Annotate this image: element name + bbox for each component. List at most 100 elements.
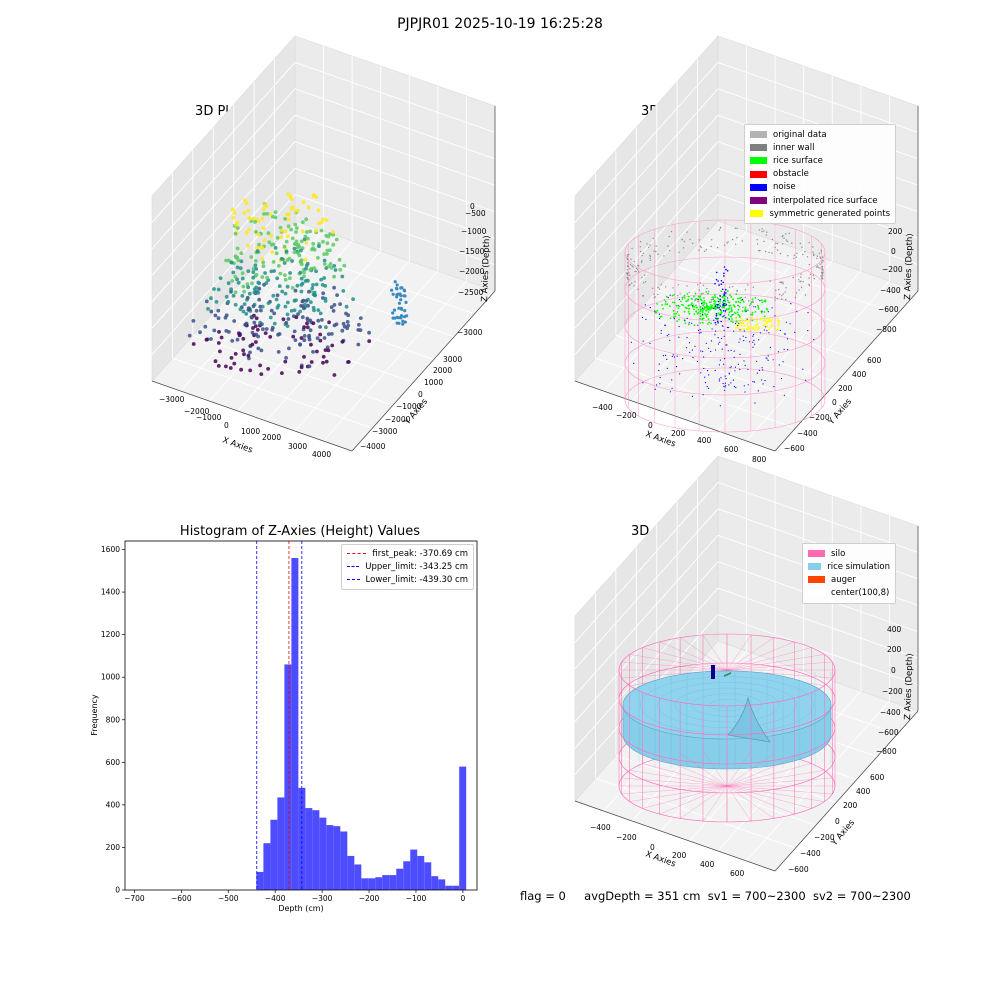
noise-point [675, 366, 678, 368]
rice-surface-point [760, 299, 763, 301]
gridline [656, 709, 857, 780]
scatter-point [345, 320, 350, 324]
silo-roof-strut [726, 634, 752, 671]
noise-point [777, 351, 780, 353]
noise-point [715, 330, 717, 332]
symmetric-point [755, 326, 757, 329]
scatter-point [399, 315, 403, 319]
rice-surface-point [704, 306, 707, 309]
inner-wall-point [812, 251, 814, 253]
rice-surface-point [735, 301, 738, 303]
legend-swatch [808, 550, 825, 558]
panel1-title: 3D Plot of Silo Interior(row data) [195, 104, 405, 119]
scatter-point [237, 333, 242, 338]
symmetric-point [743, 320, 746, 322]
scatter-point [260, 216, 265, 221]
scatter-point [287, 346, 291, 351]
scatter-point [283, 291, 288, 296]
noise-point [678, 336, 680, 338]
noise-point [668, 333, 670, 335]
back-pane [294, 35, 496, 292]
noise-point [691, 305, 694, 307]
rice-surface-point [709, 307, 712, 309]
scatter-point [282, 261, 287, 265]
rice-surface-point [699, 308, 702, 311]
noise-point [720, 280, 723, 282]
scatter-point [306, 318, 310, 323]
scatter-point [321, 354, 326, 359]
scatter-point [209, 296, 213, 301]
rice-surface-point [732, 313, 735, 316]
symmetric-point [760, 317, 762, 320]
scatter-point [285, 258, 290, 262]
noise-point [730, 349, 732, 351]
legend-swatch [808, 589, 825, 597]
scatter-point [283, 217, 288, 221]
noise-point [719, 405, 722, 407]
noise-point [685, 347, 688, 349]
scatter-point [283, 359, 288, 364]
scatter-point [278, 271, 283, 276]
noise-point [718, 364, 721, 366]
gridline [660, 250, 805, 412]
rice-surface-point [701, 302, 704, 305]
p2-ztick: −400 [880, 286, 901, 295]
scatter-point [241, 309, 246, 314]
inner-wall-point [681, 239, 683, 241]
symmetric-point [754, 329, 757, 331]
scatter-point [253, 263, 258, 268]
scatter-point [358, 328, 363, 333]
noise-point [765, 326, 767, 328]
scatter-point [294, 239, 299, 244]
rice-surface-point [699, 306, 702, 308]
rice-surface-point [730, 320, 733, 323]
inner-wall-point [654, 296, 656, 298]
inner-wall-point [642, 252, 644, 254]
scatter-point [283, 277, 288, 282]
p1-ztick: −2000 [459, 267, 485, 276]
scatter-point [227, 330, 231, 334]
noise-point [722, 315, 724, 317]
inner-wall-point [786, 240, 789, 243]
noise-point [743, 330, 745, 332]
inner-wall-point [776, 297, 779, 300]
rice-surface-point [705, 291, 708, 293]
rice-surface-point [695, 298, 698, 300]
noise-point [698, 329, 700, 331]
histogram-bar [347, 855, 355, 890]
symmetric-point [746, 322, 749, 325]
inner-wall-point [682, 247, 685, 249]
symmetric-point [742, 322, 744, 324]
scatter-point [229, 260, 234, 265]
noise-point [773, 386, 775, 388]
p1-ytick: −4000 [360, 442, 386, 451]
noise-point [666, 367, 668, 369]
rice-surface-point [664, 303, 667, 305]
inner-wall-point [793, 254, 795, 256]
inner-wall-point [688, 291, 690, 294]
rice-surface-point [691, 302, 693, 305]
scatter-point [262, 238, 267, 243]
silo-roof-strut [621, 661, 728, 671]
silo-roof-strut [659, 669, 728, 699]
rice-surface-point [687, 295, 690, 298]
rice-surface-point [728, 307, 731, 309]
noise-point [743, 340, 745, 342]
inner-wall-point [765, 234, 768, 236]
rice-surface-point [750, 313, 752, 316]
scatter-point [284, 249, 289, 254]
scatter-point [229, 356, 234, 360]
p2-ztick: −200 [882, 265, 903, 274]
scatter-point [331, 242, 336, 247]
symmetric-point [741, 319, 744, 321]
rice-surface-point [706, 307, 709, 310]
p1-ytick: −2000 [385, 415, 411, 424]
symmetric-point [769, 320, 772, 323]
panel2-y-tick-labels: −600 −400 −200 0 200 400 600 [784, 356, 882, 453]
gridline [294, 62, 496, 133]
rice-surface-point [688, 312, 691, 315]
scatter-point [280, 289, 285, 294]
rice-surface-point [735, 293, 738, 296]
noise-point [784, 333, 786, 335]
noise-point [702, 394, 704, 396]
